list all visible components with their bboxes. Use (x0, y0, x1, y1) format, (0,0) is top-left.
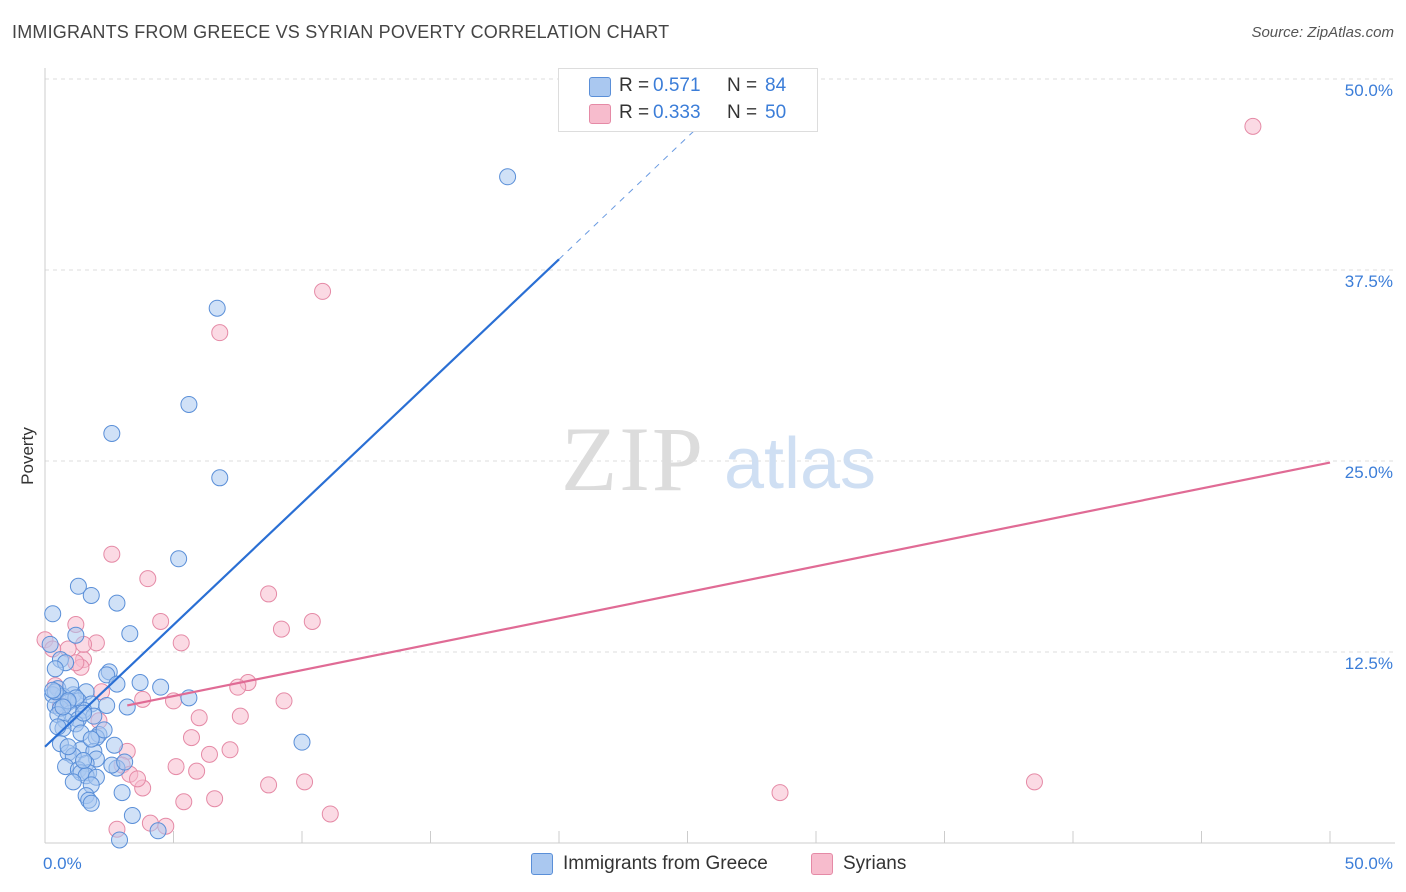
legend-r-value: 0.333 (653, 102, 701, 123)
syrians-point (182, 729, 200, 747)
y-tick-label: 50.0% (1345, 81, 1393, 100)
legend-n-value: 84 (765, 75, 787, 96)
syrians-point (260, 776, 278, 794)
syrians-point (129, 770, 147, 788)
axes (44, 68, 1395, 844)
chart-title: IMMIGRANTS FROM GREECE VS SYRIAN POVERTY… (12, 22, 670, 42)
syrians-point (200, 745, 218, 763)
syrians-point (1025, 773, 1043, 791)
greece-point (152, 678, 170, 696)
greece-point (293, 733, 311, 751)
syrians-point (260, 585, 278, 603)
trend-lines (44, 112, 1331, 748)
greece-trend-extension (558, 112, 714, 260)
syrians-point (206, 790, 224, 808)
greece-point (98, 696, 116, 714)
greece-point (108, 594, 126, 612)
greece-trend-line (44, 258, 560, 748)
watermark-atlas: atlas (724, 424, 876, 504)
legend-r-value: 0.571 (653, 75, 701, 96)
greece-point (170, 550, 188, 568)
y-tick-label: 12.5% (1345, 654, 1393, 673)
greece-point (103, 424, 121, 442)
greece-point (108, 675, 126, 693)
greece-point (75, 704, 93, 722)
greece-point (211, 469, 229, 487)
greece-point (75, 751, 93, 769)
greece-point (64, 773, 82, 791)
greece-point (41, 635, 59, 653)
legend-r-label: R = (619, 102, 650, 123)
syrians-point (167, 758, 185, 776)
bottom-legend-label-syrians: Syrians (843, 853, 907, 874)
greece-point (44, 605, 62, 623)
syrians-point (152, 612, 170, 630)
syrians-point (221, 741, 239, 759)
greece-point (118, 698, 136, 716)
legend-swatch-syrians (589, 104, 611, 124)
greece-point (54, 698, 72, 716)
greece-point (95, 721, 113, 739)
syrians-point (771, 784, 789, 802)
x-tick-label: 50.0% (1345, 854, 1393, 873)
greece-point (121, 625, 139, 643)
greece-point (82, 586, 100, 604)
greece-point (499, 168, 517, 186)
syrians-point (190, 709, 208, 727)
greece-point (111, 831, 129, 849)
grid-lines (45, 78, 1395, 653)
y-tick-label: 25.0% (1345, 463, 1393, 482)
legend-swatch-greece (589, 77, 611, 97)
legend-n-label: N = (727, 75, 758, 96)
bottom-legend-swatch-greece (531, 853, 553, 875)
bottom-legend-label-greece: Immigrants from Greece (563, 853, 768, 874)
greece-point (131, 674, 149, 692)
greece-point (49, 718, 67, 736)
syrians-point (231, 707, 249, 725)
greece-point (180, 395, 198, 413)
syrians-point (103, 545, 121, 563)
y-tick-label: 37.5% (1345, 272, 1393, 291)
greece-point (149, 822, 167, 840)
syrians-point (175, 793, 193, 811)
watermark-zip: ZIP (561, 408, 705, 510)
syrians-point (296, 773, 314, 791)
syrians-point (134, 690, 152, 708)
greece-points (41, 168, 517, 849)
syrians-point (275, 692, 293, 710)
syrians-point (272, 620, 290, 638)
greece-point (82, 730, 100, 748)
syrians-point (139, 570, 157, 588)
greece-point (44, 681, 62, 699)
source-label: Source: ZipAtlas.com (1251, 24, 1394, 41)
greece-point (69, 577, 87, 595)
legend-n-value: 50 (765, 102, 787, 123)
bottom-legend-swatch-syrians (811, 853, 833, 875)
tick-labels: 12.5% 25.0% 37.5% 50.0% 0.0% 50.0% (43, 81, 1393, 873)
correlation-legend: R = 0.571 N = 84 R = 0.333 N = 50 (558, 68, 818, 132)
syrians-point (1244, 117, 1262, 135)
x-tick-label: 0.0% (43, 854, 82, 873)
syrians-point (314, 282, 332, 300)
legend-r-label: R = (619, 75, 650, 96)
greece-point (113, 784, 131, 802)
greece-point (82, 794, 100, 812)
greece-point (105, 736, 123, 754)
legend-n-label: N = (727, 102, 758, 123)
syrians-point (188, 762, 206, 780)
greece-point (123, 806, 141, 824)
greece-point (116, 753, 134, 771)
greece-point (59, 738, 77, 756)
greece-point (46, 660, 64, 678)
syrians-point (211, 324, 229, 342)
syrians-trend-line (127, 461, 1331, 707)
y-axis-label: Poverty (18, 427, 37, 485)
syrians-point (172, 634, 190, 652)
greece-point (208, 299, 226, 317)
syrians-point (321, 805, 339, 823)
greece-point (67, 626, 85, 644)
syrians-point (303, 612, 321, 630)
